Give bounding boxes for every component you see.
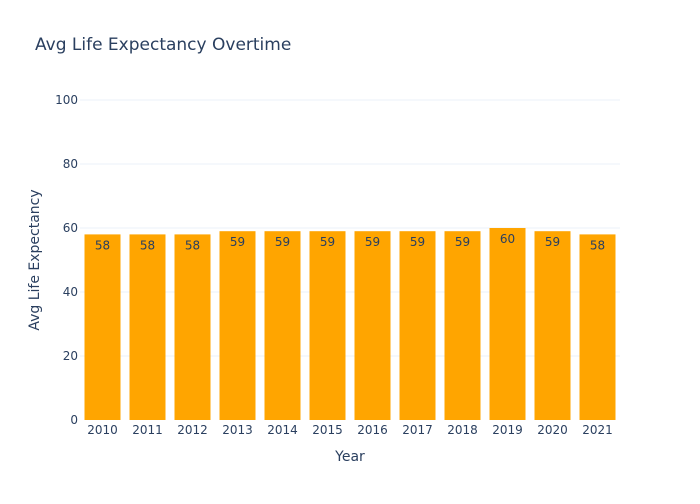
bar-value-label: 59 xyxy=(410,235,425,249)
y-axis-ticks: 0 20 40 60 80 100 xyxy=(55,93,78,427)
y-tick-label: 80 xyxy=(63,157,78,171)
bar-value-label: 59 xyxy=(230,235,245,249)
data-labels: 58 58 58 59 59 59 59 59 59 60 59 58 xyxy=(95,232,605,252)
bar-value-label: 59 xyxy=(365,235,380,249)
y-tick-label: 40 xyxy=(63,285,78,299)
bar xyxy=(444,231,481,420)
x-tick-label: 2021 xyxy=(582,423,613,437)
bar xyxy=(354,231,391,420)
x-axis-title: Year xyxy=(334,449,365,465)
bar xyxy=(309,231,346,420)
x-tick-label: 2020 xyxy=(537,423,568,437)
chart-title: Avg Life Expectancy Overtime xyxy=(35,35,291,55)
bar-value-label: 59 xyxy=(545,235,560,249)
x-axis-ticks: 2010 2011 2012 2013 2014 2015 2016 2017 2018 2019… xyxy=(87,423,613,437)
bars xyxy=(84,228,616,420)
bar xyxy=(489,228,526,420)
bar xyxy=(534,231,571,420)
y-tick-label: 60 xyxy=(63,221,78,235)
bar-value-label: 59 xyxy=(320,235,335,249)
y-tick-label: 0 xyxy=(70,413,78,427)
x-tick-label: 2011 xyxy=(132,423,163,437)
x-tick-label: 2013 xyxy=(222,423,253,437)
bar xyxy=(174,234,211,420)
x-tick-label: 2012 xyxy=(177,423,208,437)
bar xyxy=(219,231,256,420)
bar-value-label: 58 xyxy=(140,238,155,252)
bar-value-label: 59 xyxy=(275,235,290,249)
bar-value-label: 58 xyxy=(185,238,200,252)
bar xyxy=(579,234,616,420)
bar-value-label: 58 xyxy=(95,238,110,252)
bar xyxy=(84,234,121,420)
x-tick-label: 2017 xyxy=(402,423,433,437)
bar xyxy=(129,234,166,420)
bar-value-label: 58 xyxy=(590,238,605,252)
gridlines xyxy=(80,99,620,357)
x-tick-label: 2015 xyxy=(312,423,343,437)
y-tick-label: 100 xyxy=(55,93,78,107)
x-tick-label: 2018 xyxy=(447,423,478,437)
x-tick-label: 2019 xyxy=(492,423,523,437)
bar-value-label: 60 xyxy=(500,232,515,246)
y-tick-label: 20 xyxy=(63,349,78,363)
x-tick-label: 2010 xyxy=(87,423,118,437)
y-axis-title: Avg Life Expectancy xyxy=(27,189,43,330)
x-tick-label: 2016 xyxy=(357,423,388,437)
bar-value-label: 59 xyxy=(455,235,470,249)
bar xyxy=(399,231,436,420)
bar xyxy=(264,231,301,420)
x-tick-label: 2014 xyxy=(267,423,298,437)
